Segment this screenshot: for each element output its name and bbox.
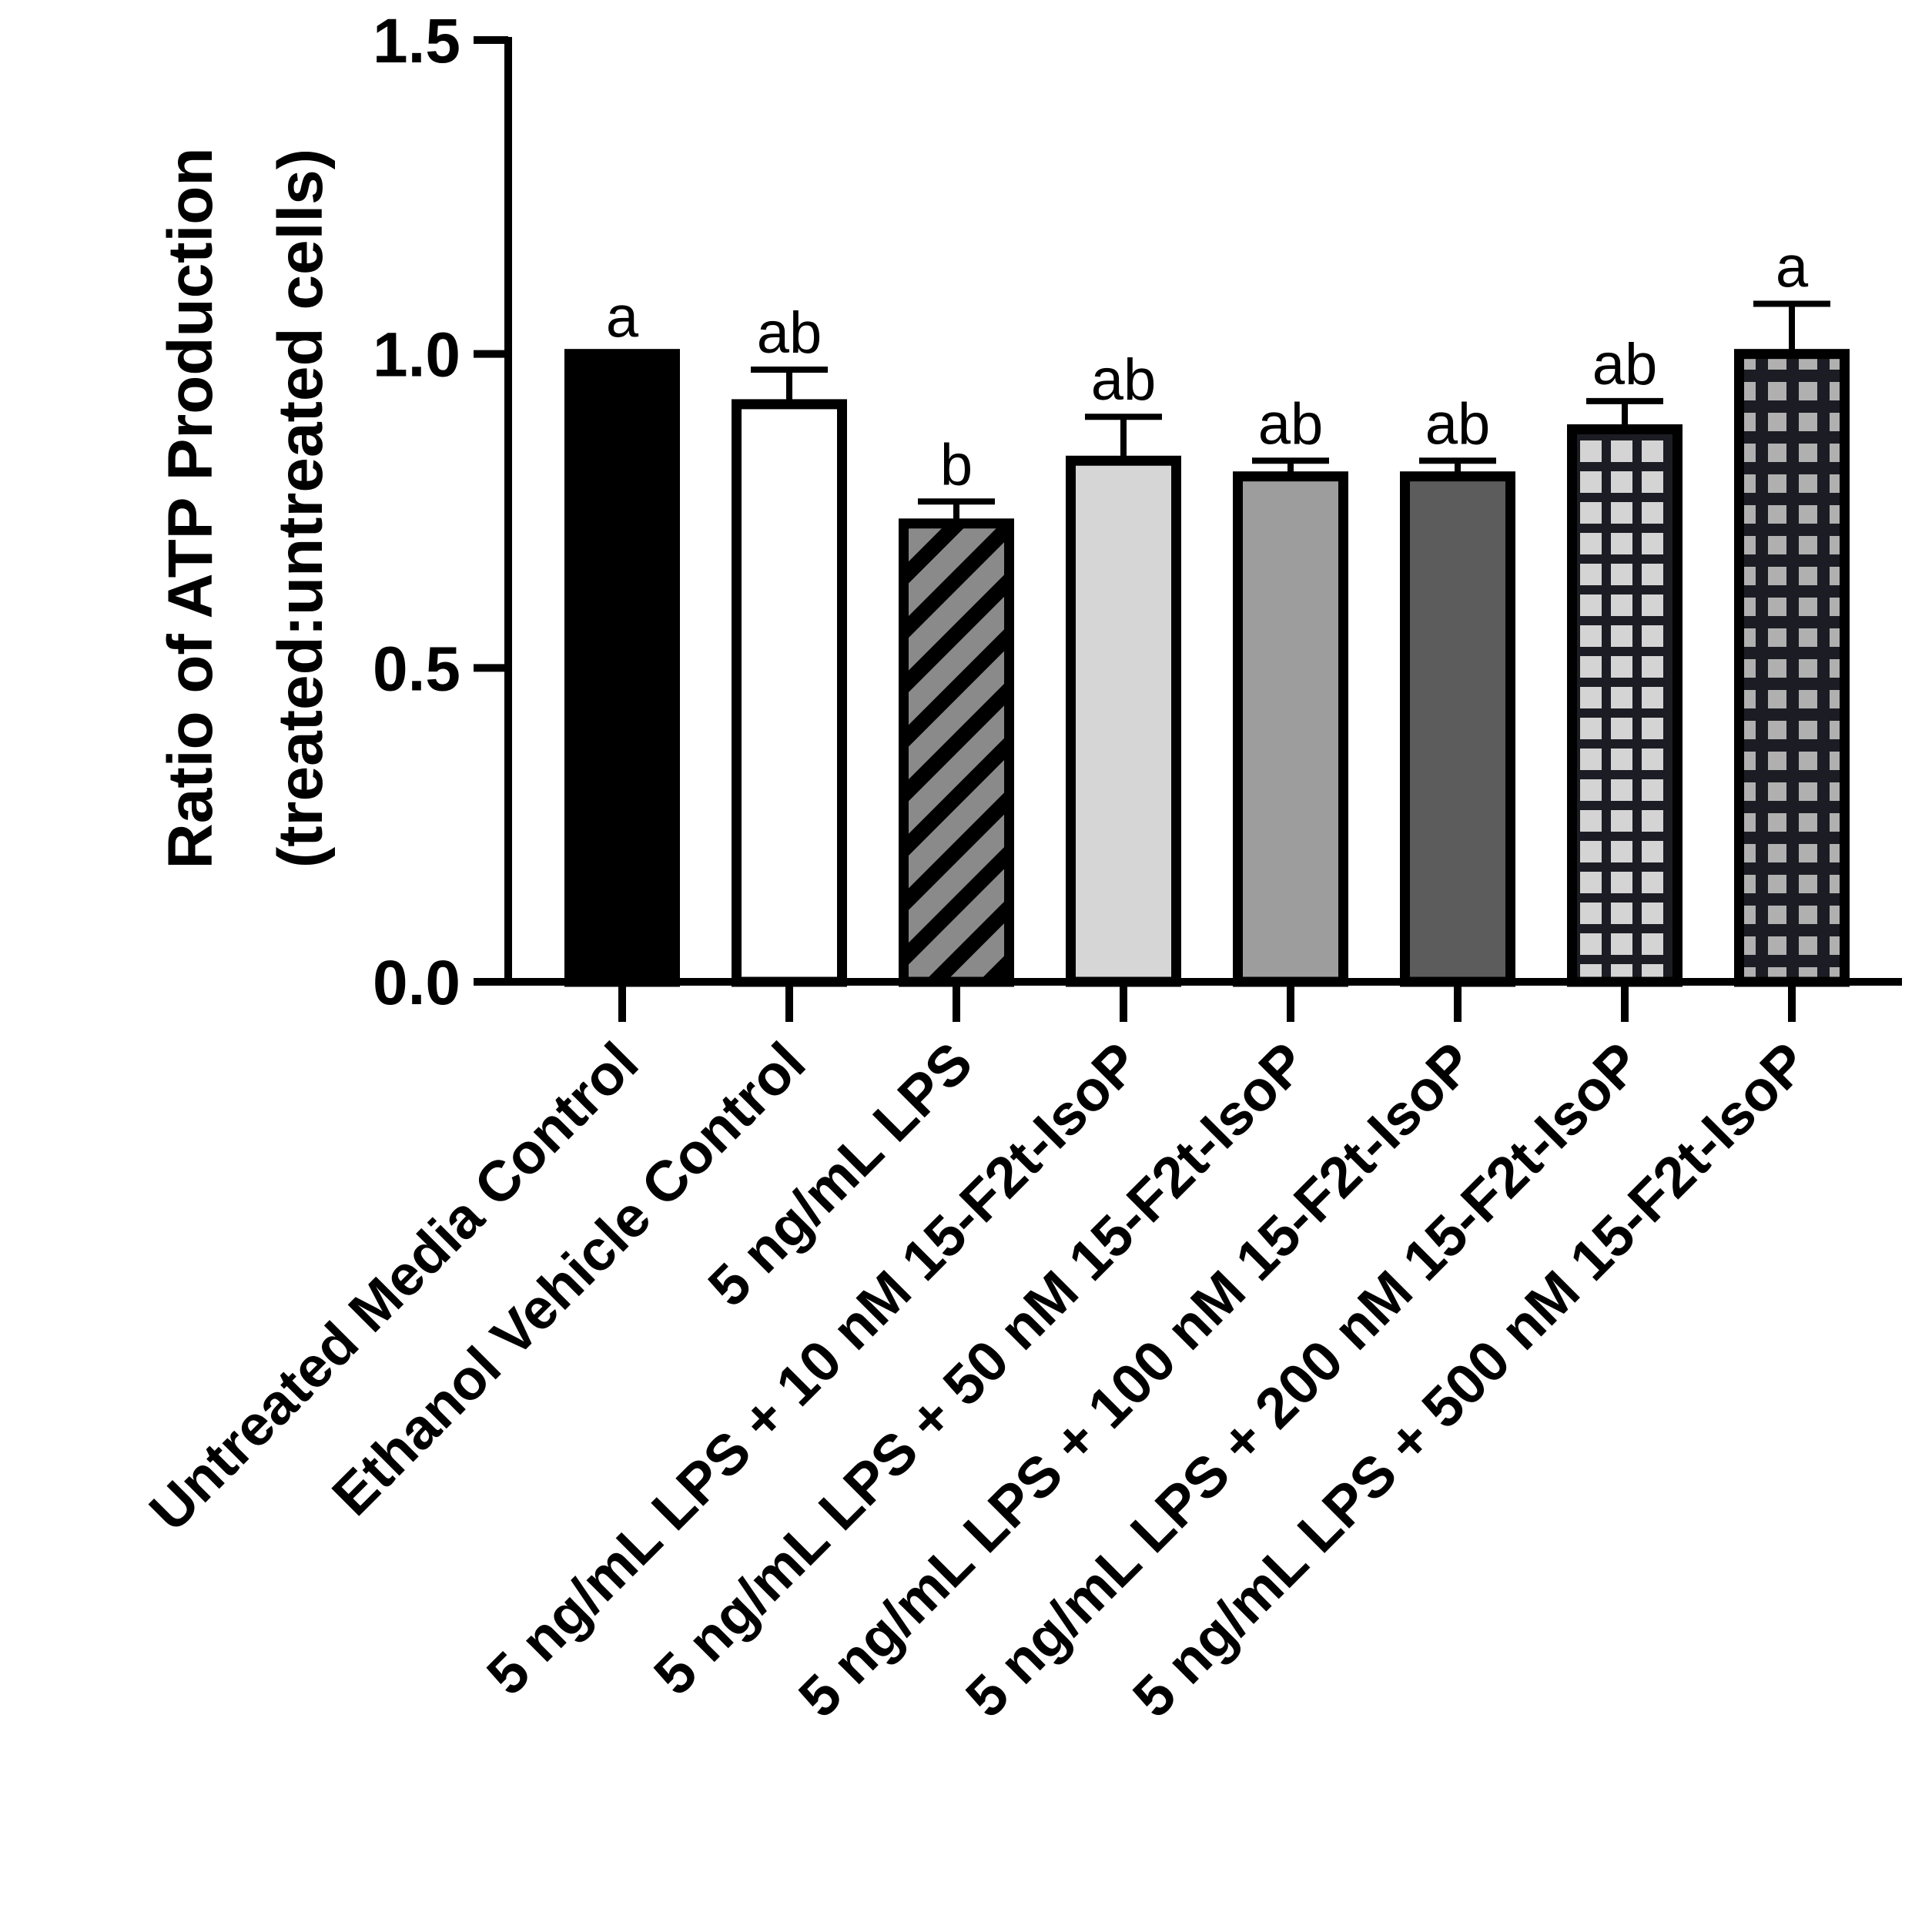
significance-label: ab xyxy=(757,300,822,366)
significance-label: ab xyxy=(1091,347,1157,413)
bar xyxy=(1233,471,1348,987)
bar xyxy=(1400,471,1515,987)
significance-label: ab xyxy=(1592,332,1658,397)
significance-label: a xyxy=(606,285,639,350)
y-tick-label: 1.0 xyxy=(373,320,460,390)
bar xyxy=(1567,424,1683,987)
bar xyxy=(899,518,1014,987)
y-tick-label: 1.5 xyxy=(373,6,460,76)
significance-label: a xyxy=(1776,234,1809,300)
bar xyxy=(732,399,847,987)
bar xyxy=(564,349,680,987)
significance-label: ab xyxy=(1425,391,1491,457)
bar xyxy=(1066,455,1181,987)
y-tick-label: 0.0 xyxy=(373,948,460,1018)
y-axis-title-line2: (treated:untreated cells) xyxy=(266,149,336,868)
significance-label: ab xyxy=(1258,391,1324,457)
y-tick-label: 0.5 xyxy=(373,634,460,704)
y-axis-title-line1: Ratio of ATP Production xyxy=(156,148,226,869)
bar xyxy=(1734,349,1850,987)
bars-group: a ab b ab ab ab ab a xyxy=(564,234,1850,987)
significance-label: b xyxy=(940,432,973,497)
